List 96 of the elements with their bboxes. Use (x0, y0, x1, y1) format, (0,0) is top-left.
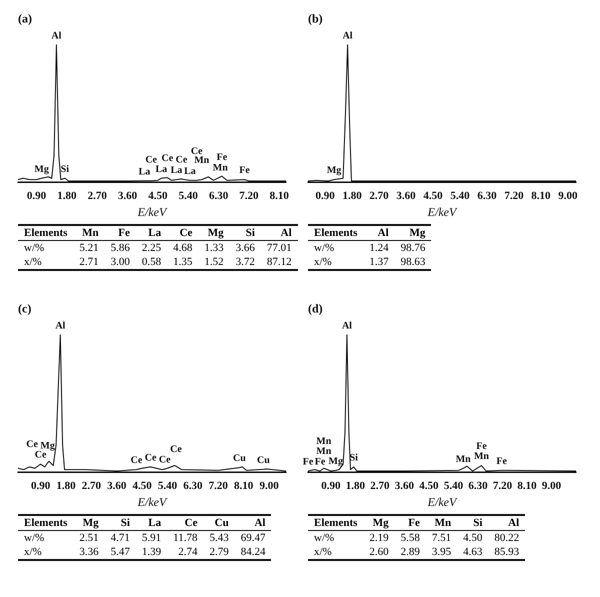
annotation: Ce (26, 439, 38, 450)
annotation: Al (342, 320, 352, 332)
x-axis-title: E/keV (136, 494, 168, 509)
x-tick-label: 5.40 (450, 190, 470, 202)
x-axis-title: E/keV (426, 494, 458, 509)
annotation: Ce (176, 154, 188, 166)
x-tick-label: 3.60 (107, 480, 127, 492)
x-tick-label: 4.50 (132, 480, 152, 492)
annotation: Al (342, 30, 353, 42)
x-tick-label: 6.30 (468, 480, 488, 492)
text: x/% 2.60 2.89 3.95 4.63 85.93 (314, 546, 520, 558)
annotation: La (138, 166, 150, 178)
x-tick-label: 2.70 (370, 480, 390, 492)
x-axis-title: E/keV (426, 204, 458, 219)
x-tick-label: 4.50 (423, 190, 444, 202)
x-tick-label: 4.50 (148, 190, 168, 202)
annotation: Mn (194, 155, 210, 166)
annotation: Al (55, 320, 66, 332)
x-tick-label: 1.80 (57, 190, 78, 202)
x-tick-label: 1.80 (346, 480, 366, 492)
x-tick-label: 5.40 (158, 480, 178, 492)
annotation: Mn (316, 446, 332, 457)
annotation: Ce (162, 153, 174, 164)
x-tick-label: 8.10 (270, 190, 290, 202)
annotation: Ce (158, 454, 172, 466)
x-tick-label: 7.20 (504, 190, 524, 202)
text: w/% 2.51 4.71 5.91 11.78 5.43 69.47 (24, 532, 266, 544)
x-tick-label: 1.80 (56, 480, 76, 492)
x-axis-title: E/keV (136, 204, 168, 219)
x-tick-label: 0.90 (26, 190, 47, 202)
text: w/% 5.21 5.86 2.25 4.68 1.33 3.66 77.01 (24, 242, 292, 254)
annotation: Ce (190, 146, 204, 157)
x-tick-label: 8.10 (517, 480, 538, 492)
annotation: Fe (496, 456, 508, 467)
annotation: Ce (144, 452, 157, 464)
annotation: La (155, 164, 168, 175)
x-tick-label: 5.40 (444, 480, 464, 492)
x-tick-label: 4.50 (419, 480, 440, 492)
x-tick-label: 2.70 (369, 190, 390, 202)
annotation: Fe (302, 456, 314, 468)
annotation: La (170, 165, 182, 176)
annotation: Fe (314, 456, 326, 468)
annotation: Mn (474, 451, 490, 462)
x-tick-label: 7.20 (492, 480, 513, 492)
text: x/% 2.71 3.00 0.58 1.35 1.52 3.72 87.12 (24, 256, 292, 268)
text: w/% 2.19 5.58 7.51 4.50 80.22 (314, 532, 520, 544)
x-tick-label: 3.60 (396, 190, 416, 202)
chart-title: (c) (18, 301, 32, 316)
x-tick-label: 6.30 (208, 190, 229, 202)
x-tick-label: 0.90 (315, 190, 336, 202)
annotation: Mg (34, 164, 49, 175)
chart-title: (a) (18, 11, 32, 26)
x-tick-label: 1.80 (342, 190, 362, 202)
chart-title: (d) (308, 301, 323, 316)
chart-title: (b) (308, 11, 323, 26)
x-tick-label: 2.70 (88, 190, 108, 202)
annotation: Ce (130, 455, 143, 466)
annotation: Mg (326, 165, 342, 176)
x-tick-label: 8.10 (234, 480, 254, 492)
annotation: Fe (239, 165, 250, 176)
x-tick-label: 5.40 (178, 190, 198, 202)
annotation: Cu (257, 454, 270, 466)
annotation: Mn (316, 436, 332, 447)
annotation: Ce (145, 154, 158, 166)
annotation: Fe (476, 441, 488, 452)
x-tick-label: 0.90 (30, 480, 51, 492)
annotation: Mg (40, 440, 55, 452)
text: w/% 1.24 98.76 (314, 242, 426, 254)
annotation: Al (51, 30, 62, 42)
annotation: Si (60, 164, 70, 175)
x-tick-label: 8.10 (531, 190, 552, 202)
annotation: Ce (34, 450, 47, 461)
x-tick-label: 3.60 (118, 190, 138, 202)
x-tick-label: 9.00 (558, 190, 578, 202)
x-tick-label: 9.00 (542, 480, 562, 492)
annotation: Mn (212, 162, 228, 174)
x-tick-label: 7.20 (208, 480, 228, 492)
x-tick-label: 0.90 (321, 480, 342, 492)
annotation: Fe (216, 152, 228, 163)
text: Elements Mg Si La Ce Cu Al (24, 517, 266, 529)
annotation: La (184, 166, 196, 177)
annotation: Ce (170, 444, 182, 455)
x-tick-label: 9.00 (259, 480, 280, 492)
annotation: Mn (456, 454, 472, 465)
text: Elements Mg Fe Mn Si Al (314, 517, 520, 529)
x-tick-label: 6.30 (183, 480, 204, 492)
text: x/% 3.36 5.47 1.39 2.74 2.79 84.24 (24, 546, 266, 558)
text: Elements Mn Fe La Ce Mg Si Al (24, 227, 292, 239)
x-tick-label: 7.20 (239, 190, 260, 202)
x-tick-label: 3.60 (394, 480, 415, 492)
x-tick-label: 6.30 (477, 190, 498, 202)
annotation: Cu (233, 453, 246, 464)
text: Elements Al Mg (314, 227, 426, 239)
x-tick-label: 2.70 (82, 480, 102, 492)
annotation: Mg (328, 456, 344, 467)
text: x/% 1.37 98.63 (314, 256, 426, 268)
